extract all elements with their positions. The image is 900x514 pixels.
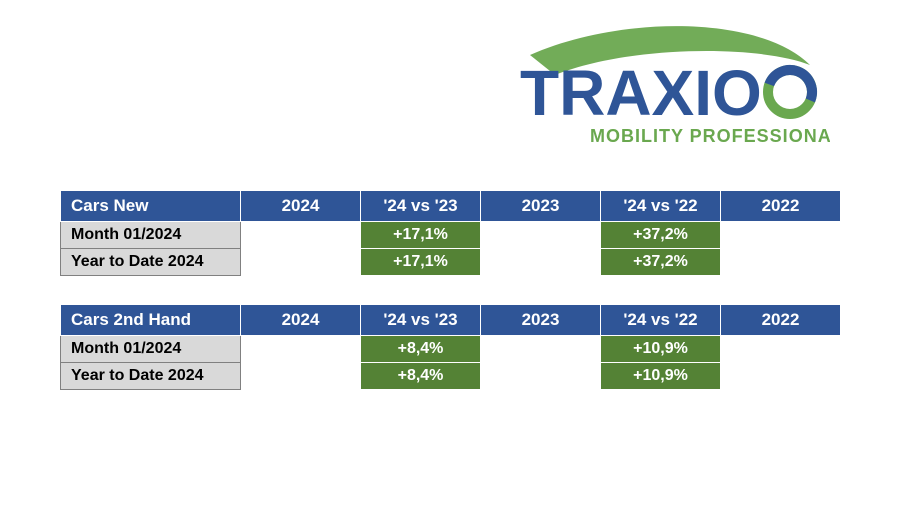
col-2022: 2022 [721, 191, 841, 222]
cell-vs23: +17,1% [361, 222, 481, 249]
col-vs22: '24 vs '22 [601, 305, 721, 336]
cell-vs23: +8,4% [361, 336, 481, 363]
cell-2024 [241, 336, 361, 363]
cell-2022 [721, 363, 841, 390]
cell-vs22: +10,9% [601, 336, 721, 363]
cell-2024 [241, 249, 361, 276]
table-title: Cars New [61, 191, 241, 222]
cell-2024 [241, 222, 361, 249]
cell-2023 [481, 336, 601, 363]
table-row: Year to Date 2024 +8,4% +10,9% [61, 363, 841, 390]
cell-2023 [481, 363, 601, 390]
cell-2023 [481, 249, 601, 276]
table-row: Month 01/2024 +8,4% +10,9% [61, 336, 841, 363]
traxio-logo-svg: TRAXIO MOBILITY PROFESSIONALS [500, 20, 830, 150]
cell-vs23: +17,1% [361, 249, 481, 276]
cars-new-table: Cars New 2024 '24 vs '23 2023 '24 vs '22… [60, 190, 841, 276]
cell-2022 [721, 336, 841, 363]
cell-vs22: +10,9% [601, 363, 721, 390]
row-label: Month 01/2024 [61, 336, 241, 363]
col-vs23: '24 vs '23 [361, 305, 481, 336]
table-row: Month 01/2024 +17,1% +37,2% [61, 222, 841, 249]
col-vs22: '24 vs '22 [601, 191, 721, 222]
col-2024: 2024 [241, 191, 361, 222]
brand-logo: TRAXIO MOBILITY PROFESSIONALS [500, 20, 830, 150]
cell-2022 [721, 249, 841, 276]
cell-2023 [481, 222, 601, 249]
brand-tagline: MOBILITY PROFESSIONALS [590, 126, 830, 146]
col-vs23: '24 vs '23 [361, 191, 481, 222]
page: TRAXIO MOBILITY PROFESSIONALS Cars New 2… [0, 0, 900, 514]
brand-text: TRAXIO [520, 57, 762, 129]
cell-2024 [241, 363, 361, 390]
cell-vs23: +8,4% [361, 363, 481, 390]
cars-2nd-hand-table: Cars 2nd Hand 2024 '24 vs '23 2023 '24 v… [60, 304, 841, 390]
table-row: Year to Date 2024 +17,1% +37,2% [61, 249, 841, 276]
row-label: Month 01/2024 [61, 222, 241, 249]
row-label: Year to Date 2024 [61, 363, 241, 390]
table-title: Cars 2nd Hand [61, 305, 241, 336]
cell-vs22: +37,2% [601, 222, 721, 249]
table-header-row: Cars 2nd Hand 2024 '24 vs '23 2023 '24 v… [61, 305, 841, 336]
cell-2022 [721, 222, 841, 249]
cell-vs22: +37,2% [601, 249, 721, 276]
col-2022: 2022 [721, 305, 841, 336]
col-2023: 2023 [481, 305, 601, 336]
col-2024: 2024 [241, 305, 361, 336]
row-label: Year to Date 2024 [61, 249, 241, 276]
col-2023: 2023 [481, 191, 601, 222]
table-header-row: Cars New 2024 '24 vs '23 2023 '24 vs '22… [61, 191, 841, 222]
